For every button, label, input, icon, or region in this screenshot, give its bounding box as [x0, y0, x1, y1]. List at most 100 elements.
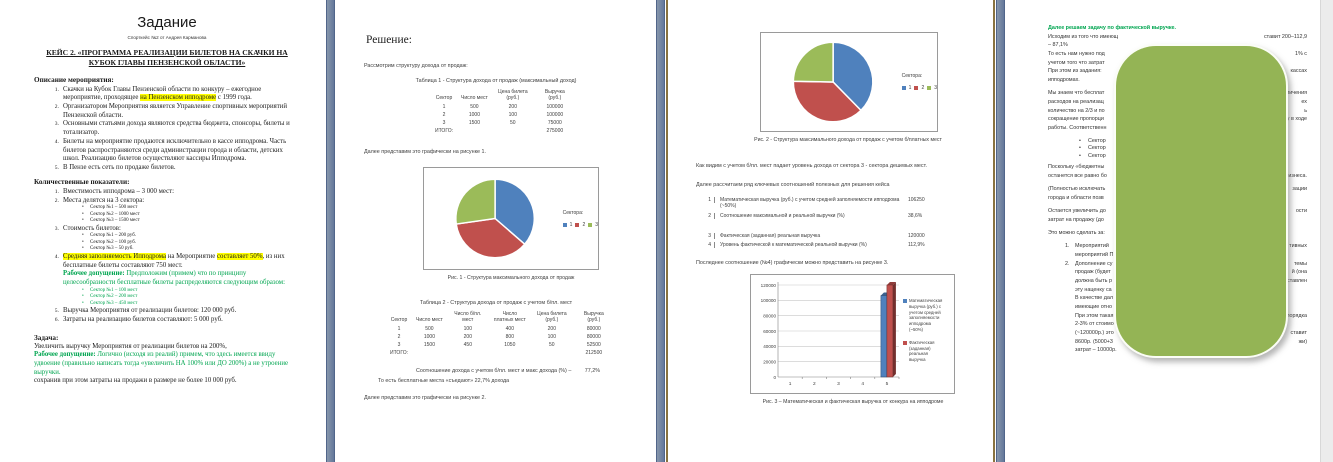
text-segment: Средняя заполняемость Ипподрома — [63, 252, 167, 260]
text: й (она — [1291, 269, 1307, 276]
pie-chart-svg — [455, 178, 535, 259]
page4-line: Исходим из того что имеющ ставит 200–112,… — [1048, 33, 1307, 42]
text: Сектор №3 – 1500 мест — [90, 218, 140, 224]
sub-bullet-green: • Сектор №2 – 200 мест — [82, 294, 300, 301]
list-item: 5. В Пензе есть сеть по продаже билетов. — [48, 164, 300, 173]
page4-line: продаж (будет й (она — [1048, 268, 1307, 277]
table-row: 3 1500 450 1050 50 52500 — [386, 341, 615, 349]
figure-2-chart: Сектора: 1 2 3 — [760, 32, 938, 132]
after-table2-text: Далее представим это графически на рисун… — [364, 395, 486, 401]
list-item: 4. Билеты на мероприятие продаются исключ… — [48, 138, 300, 164]
section-title-quantitative: Количественные показатели: — [34, 177, 130, 186]
pie-legend: Сектора: 1 2 3 — [901, 73, 937, 91]
text: сокращение пропорци — [1048, 115, 1104, 124]
page-separator — [326, 0, 335, 462]
observe-text: Как видим с учетом б/пл. мест падает уро… — [696, 163, 927, 169]
task-block: Задача: Увеличить выручку Мероприятия от… — [34, 334, 300, 387]
page4-line: 2-3% от стоимо — [1048, 320, 1307, 329]
text: Сектор №2 – 200 мест — [90, 294, 138, 300]
quantitative-list: 1. Вместимость ипподрома – 3 000 мест: 2. М… — [34, 188, 300, 325]
assumption-note: Рабочее допущение: Предположим (примем) … — [63, 270, 300, 287]
text: Сектор №1 – 100 мест — [90, 287, 138, 293]
table-total-row: ИТОГО: 275000 — [431, 127, 576, 135]
table-cell: 2 — [442, 111, 446, 118]
text: 4. — [54, 253, 59, 260]
table-total-row: ИТОГО: 212500 — [386, 349, 615, 357]
text: кассах — [1290, 68, 1307, 75]
text-segment: Затраты на реализацию билетов составляют… — [63, 315, 223, 323]
page4-heading: Далее решаем задачу по фактической выруч… — [1048, 24, 1307, 33]
text: Мы знаем что бесплат — [1048, 89, 1104, 98]
text: Сектор Число мест Цена билета (руб.) Выручк… — [431, 89, 576, 103]
text: 1. Мероприятий — [1048, 242, 1109, 251]
text: 2 — [813, 381, 816, 387]
text: 2. — [1065, 260, 1070, 267]
sub-bullet-green: • Сектор №1 – 100 мест — [82, 288, 300, 295]
text-segment: на Пензенском ипподроме — [140, 94, 217, 102]
page4-line: останется все равно бо изнеса. — [1048, 172, 1307, 181]
text: Сектор №2 – 100 руб. — [90, 239, 137, 245]
text: зации — [1292, 186, 1307, 193]
page-4[interactable]: Далее решаем задачу по фактической выруч… — [1005, 0, 1320, 462]
table-cell: 1 — [397, 325, 401, 332]
page4-line: – 87,1% — [1048, 41, 1307, 50]
ratio-list-1: 1 Математическая выручка (руб.) с учетом … — [704, 197, 950, 222]
text: 6. — [54, 316, 59, 323]
text: (~120000р.) это — [1075, 330, 1114, 336]
pie-slice-1 — [494, 178, 535, 246]
text-segment: Основными статьями дохода являются средс… — [63, 120, 290, 137]
table-cell: 100000 — [546, 111, 564, 118]
page-2[interactable]: Решение: Рассмотрим структуру дохода от … — [336, 0, 656, 462]
page-1[interactable]: Задание Спорткейс №2 от Андрея Карманова… — [0, 0, 326, 462]
section-title-description: Описание мероприятия: — [34, 75, 114, 84]
legend-swatch — [562, 222, 567, 227]
sub-bullet: • Сектор №2 – 1000 мест — [82, 212, 300, 219]
table-cell: 1500 — [468, 120, 480, 126]
text: останется все равно бо — [1048, 173, 1107, 179]
text: 2 — [921, 85, 925, 91]
solution-title: Решение: — [366, 34, 412, 46]
page4-line: расходов на реализац ех — [1048, 98, 1307, 107]
text-segment: Стоимость билетов: — [63, 224, 121, 232]
page4-line: То есть нам нужно под 1% с — [1048, 50, 1307, 59]
text: темы — [1294, 260, 1307, 267]
text: 8600р. (5000+3 — [1075, 338, 1113, 345]
table-cell: 800 — [505, 333, 514, 340]
text: – 87,1% — [1048, 42, 1068, 49]
page4-line: 2. Дополнение су темы — [1048, 260, 1307, 269]
page4-line: мероприятий П — [1048, 251, 1307, 260]
table-row: 2 1000 200 800 100 80000 — [386, 333, 615, 341]
pie-slice-3 — [455, 178, 496, 225]
text: 5. — [54, 308, 59, 315]
text: • — [82, 205, 84, 211]
table-cell: 2 — [397, 333, 401, 340]
text: 120000 — [761, 283, 777, 288]
list-item: 1. Скачки на Кубок Главы Пензенской облас… — [48, 86, 300, 103]
column-header: Число мест — [461, 94, 488, 101]
ratio-item: 4 Уровень фактической к математической ре… — [704, 242, 950, 249]
table-row: 3 1500 50 75000 — [431, 119, 576, 127]
text: сокращение пропорци — [1048, 116, 1104, 123]
table-cell: 80000 — [586, 325, 601, 332]
text: При этом из задания: — [1048, 68, 1102, 75]
text-segment: Скачки на Кубок Главы Пензенской области… — [63, 85, 262, 102]
text: Сектора: — [901, 73, 923, 79]
column-header: Сектор — [435, 94, 453, 101]
sub-bullet: • Сектор №1 – 500 мест — [82, 205, 300, 212]
page4-line: эту наценку са — [1048, 286, 1307, 295]
ratio-item: 3 Фактическая (заданная) реальная выручка… — [704, 233, 950, 239]
text: Дополнение су — [1075, 260, 1113, 267]
legend-swatch — [927, 86, 932, 90]
text: тивных — [1289, 243, 1307, 250]
text: 2 — [582, 221, 586, 228]
page4-line: сокращение пропорци у в ходе — [1048, 115, 1307, 124]
legend-swatch — [901, 86, 906, 90]
text: Уровень фактической к математической реа… — [720, 242, 867, 249]
page-3[interactable]: Сектора: 1 2 3 Рис. 2 - Структура максималь… — [668, 0, 993, 462]
pie-slice-1 — [832, 41, 874, 112]
text: 20000 — [763, 359, 776, 364]
task-paragraph: Увеличить выручку Мероприятия от реализа… — [34, 342, 227, 350]
table-cell: 500 — [425, 325, 434, 332]
text: (~120000р.) это — [1048, 329, 1114, 338]
text: Сектор №1 – 200 руб. — [90, 233, 137, 239]
